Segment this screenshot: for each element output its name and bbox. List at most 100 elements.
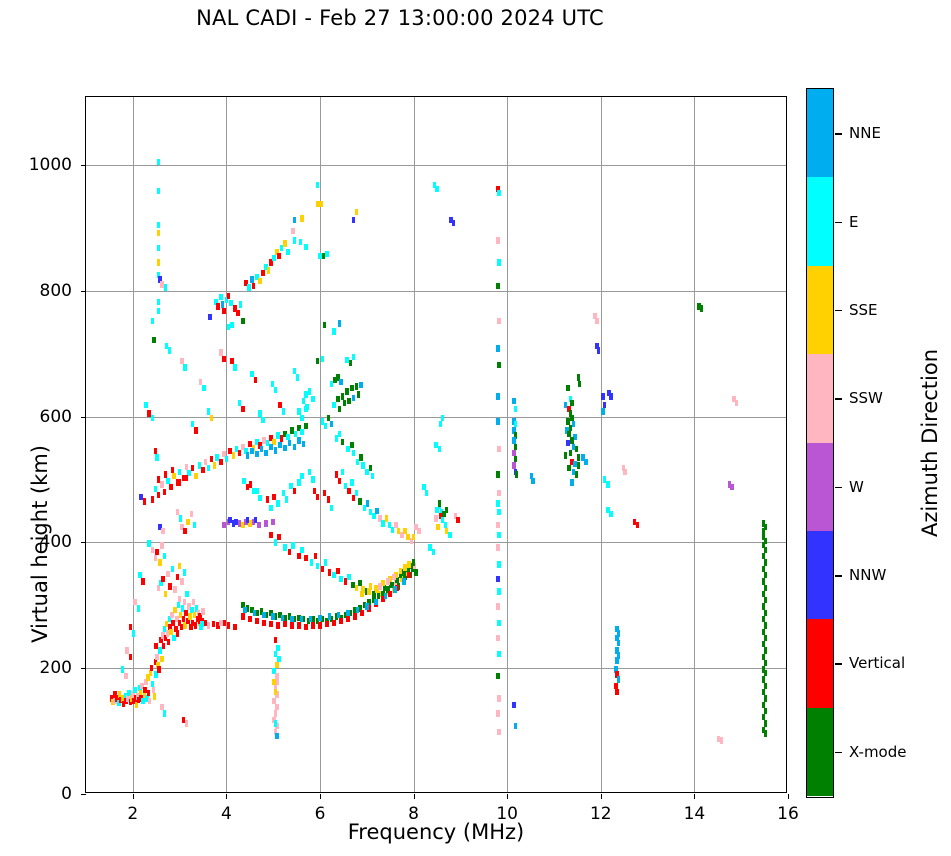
data-point <box>311 395 315 403</box>
data-point <box>609 393 613 400</box>
data-point <box>730 483 734 491</box>
data-point <box>497 446 501 453</box>
data-point <box>233 364 237 371</box>
data-point <box>202 385 206 392</box>
data-point <box>142 691 147 698</box>
data-point <box>245 605 250 612</box>
data-point <box>201 466 205 474</box>
data-point <box>238 301 243 308</box>
data-point <box>167 615 172 623</box>
data-point <box>261 269 265 277</box>
data-point <box>350 479 354 486</box>
data-point <box>287 439 292 447</box>
data-point <box>326 496 331 503</box>
data-point <box>584 458 588 465</box>
data-point <box>272 697 276 705</box>
data-point <box>601 408 605 415</box>
data-point <box>390 582 395 589</box>
data-point <box>251 444 256 452</box>
data-point <box>180 578 184 585</box>
data-point <box>248 481 253 488</box>
data-point <box>304 422 308 430</box>
data-point <box>434 515 438 522</box>
data-point <box>113 691 117 698</box>
data-point <box>180 605 185 612</box>
data-point <box>275 661 279 669</box>
data-point <box>351 353 356 360</box>
data-point <box>497 361 501 369</box>
data-point <box>346 446 350 453</box>
data-point <box>362 602 367 609</box>
data-point <box>601 393 605 400</box>
data-point <box>141 697 145 705</box>
data-point <box>186 519 190 526</box>
data-point <box>367 598 371 606</box>
data-point <box>264 520 268 527</box>
data-point <box>763 634 768 642</box>
data-point <box>193 622 198 629</box>
x-tick-label: 8 <box>408 804 420 824</box>
data-point <box>514 471 519 478</box>
data-point <box>230 358 234 365</box>
data-point <box>621 465 625 472</box>
data-point <box>602 476 607 483</box>
data-point <box>435 185 439 192</box>
data-point <box>247 284 251 291</box>
data-point <box>356 391 361 398</box>
data-point <box>156 188 161 195</box>
data-point <box>360 590 364 598</box>
data-point <box>279 244 284 252</box>
data-point <box>571 468 576 476</box>
gridline-horizontal <box>86 290 786 292</box>
data-point <box>374 598 378 606</box>
data-point <box>384 515 389 522</box>
data-point <box>339 617 343 625</box>
data-point <box>381 580 385 587</box>
data-point <box>574 471 579 478</box>
data-point <box>407 561 411 568</box>
data-point <box>761 590 766 598</box>
data-point <box>576 462 581 469</box>
data-point <box>761 615 766 623</box>
data-point <box>354 490 359 497</box>
data-point <box>222 307 226 315</box>
data-point <box>336 611 341 618</box>
data-point <box>368 465 373 472</box>
data-point <box>248 615 252 623</box>
data-point <box>241 613 245 620</box>
data-point <box>496 393 500 400</box>
data-point <box>150 414 155 421</box>
colorbar-label-nne: NNE <box>849 124 881 143</box>
data-point <box>593 312 597 320</box>
data-point <box>224 456 229 463</box>
data-point <box>153 448 157 455</box>
data-point <box>243 607 247 614</box>
data-point <box>198 378 203 386</box>
data-point <box>160 481 164 488</box>
data-point <box>121 700 126 708</box>
data-point <box>574 446 579 453</box>
data-point <box>496 500 500 507</box>
data-point <box>453 512 458 520</box>
data-point <box>248 441 252 448</box>
data-point <box>761 520 766 527</box>
data-point <box>226 622 231 629</box>
data-point <box>269 609 273 616</box>
data-point <box>128 653 133 660</box>
data-point <box>398 571 403 579</box>
data-point <box>531 477 535 484</box>
data-point <box>117 691 122 698</box>
data-point <box>609 510 613 518</box>
data-point <box>615 626 619 633</box>
data-point <box>635 521 640 528</box>
data-point <box>395 584 399 591</box>
data-point <box>497 490 501 497</box>
data-point <box>182 598 187 606</box>
data-point <box>347 487 351 494</box>
data-point <box>175 615 179 623</box>
data-point <box>395 576 399 584</box>
data-point <box>571 420 576 428</box>
data-point <box>158 276 162 283</box>
gridline-vertical <box>507 97 509 792</box>
data-point <box>367 588 371 595</box>
